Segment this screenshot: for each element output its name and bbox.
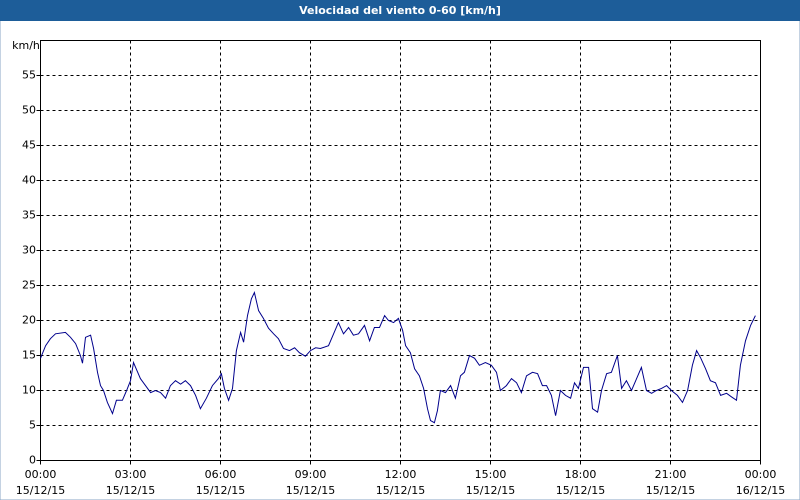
- x-tick-date: 15/12/15: [466, 484, 515, 497]
- y-tick-label: 35: [22, 209, 36, 222]
- x-tick-label: 12:00: [385, 468, 417, 481]
- x-tick-label: 18:00: [565, 468, 597, 481]
- x-tick-date: 16/12/15: [736, 484, 785, 497]
- x-tick-date: 15/12/15: [286, 484, 335, 497]
- y-tick-label: 5: [29, 419, 36, 432]
- x-tick-date: 15/12/15: [196, 484, 245, 497]
- x-tick-label: 00:00: [745, 468, 777, 481]
- y-tick-label: 30: [22, 244, 36, 257]
- x-tick-date: 15/12/15: [106, 484, 155, 497]
- x-tick-label: 09:00: [295, 468, 327, 481]
- x-tick-label: 21:00: [655, 468, 687, 481]
- x-tick-label: 15:00: [475, 468, 507, 481]
- x-tick-label: 00:00: [25, 468, 57, 481]
- x-tick-date: 15/12/15: [646, 484, 695, 497]
- y-tick-label: 10: [22, 384, 36, 397]
- title-bar: [0, 0, 800, 21]
- y-tick-label: 25: [22, 279, 36, 292]
- y-tick-label: 20: [22, 314, 36, 327]
- x-tick-label: 03:00: [115, 468, 147, 481]
- x-tick-label: 06:00: [205, 468, 237, 481]
- y-tick-label: 0: [29, 454, 36, 467]
- chart-title: Velocidad del viento 0-60 [km/h]: [299, 4, 501, 17]
- x-tick-date: 15/12/15: [16, 484, 65, 497]
- y-tick-label: 15: [22, 349, 36, 362]
- x-tick-date: 15/12/15: [376, 484, 425, 497]
- y-tick-label: 45: [22, 139, 36, 152]
- y-tick-label: 55: [22, 69, 36, 82]
- y-axis-label: km/h: [12, 39, 40, 52]
- x-tick-date: 15/12/15: [556, 484, 605, 497]
- y-tick-label: 50: [22, 104, 36, 117]
- data-line: [40, 290, 756, 424]
- y-tick-label: 40: [22, 174, 36, 187]
